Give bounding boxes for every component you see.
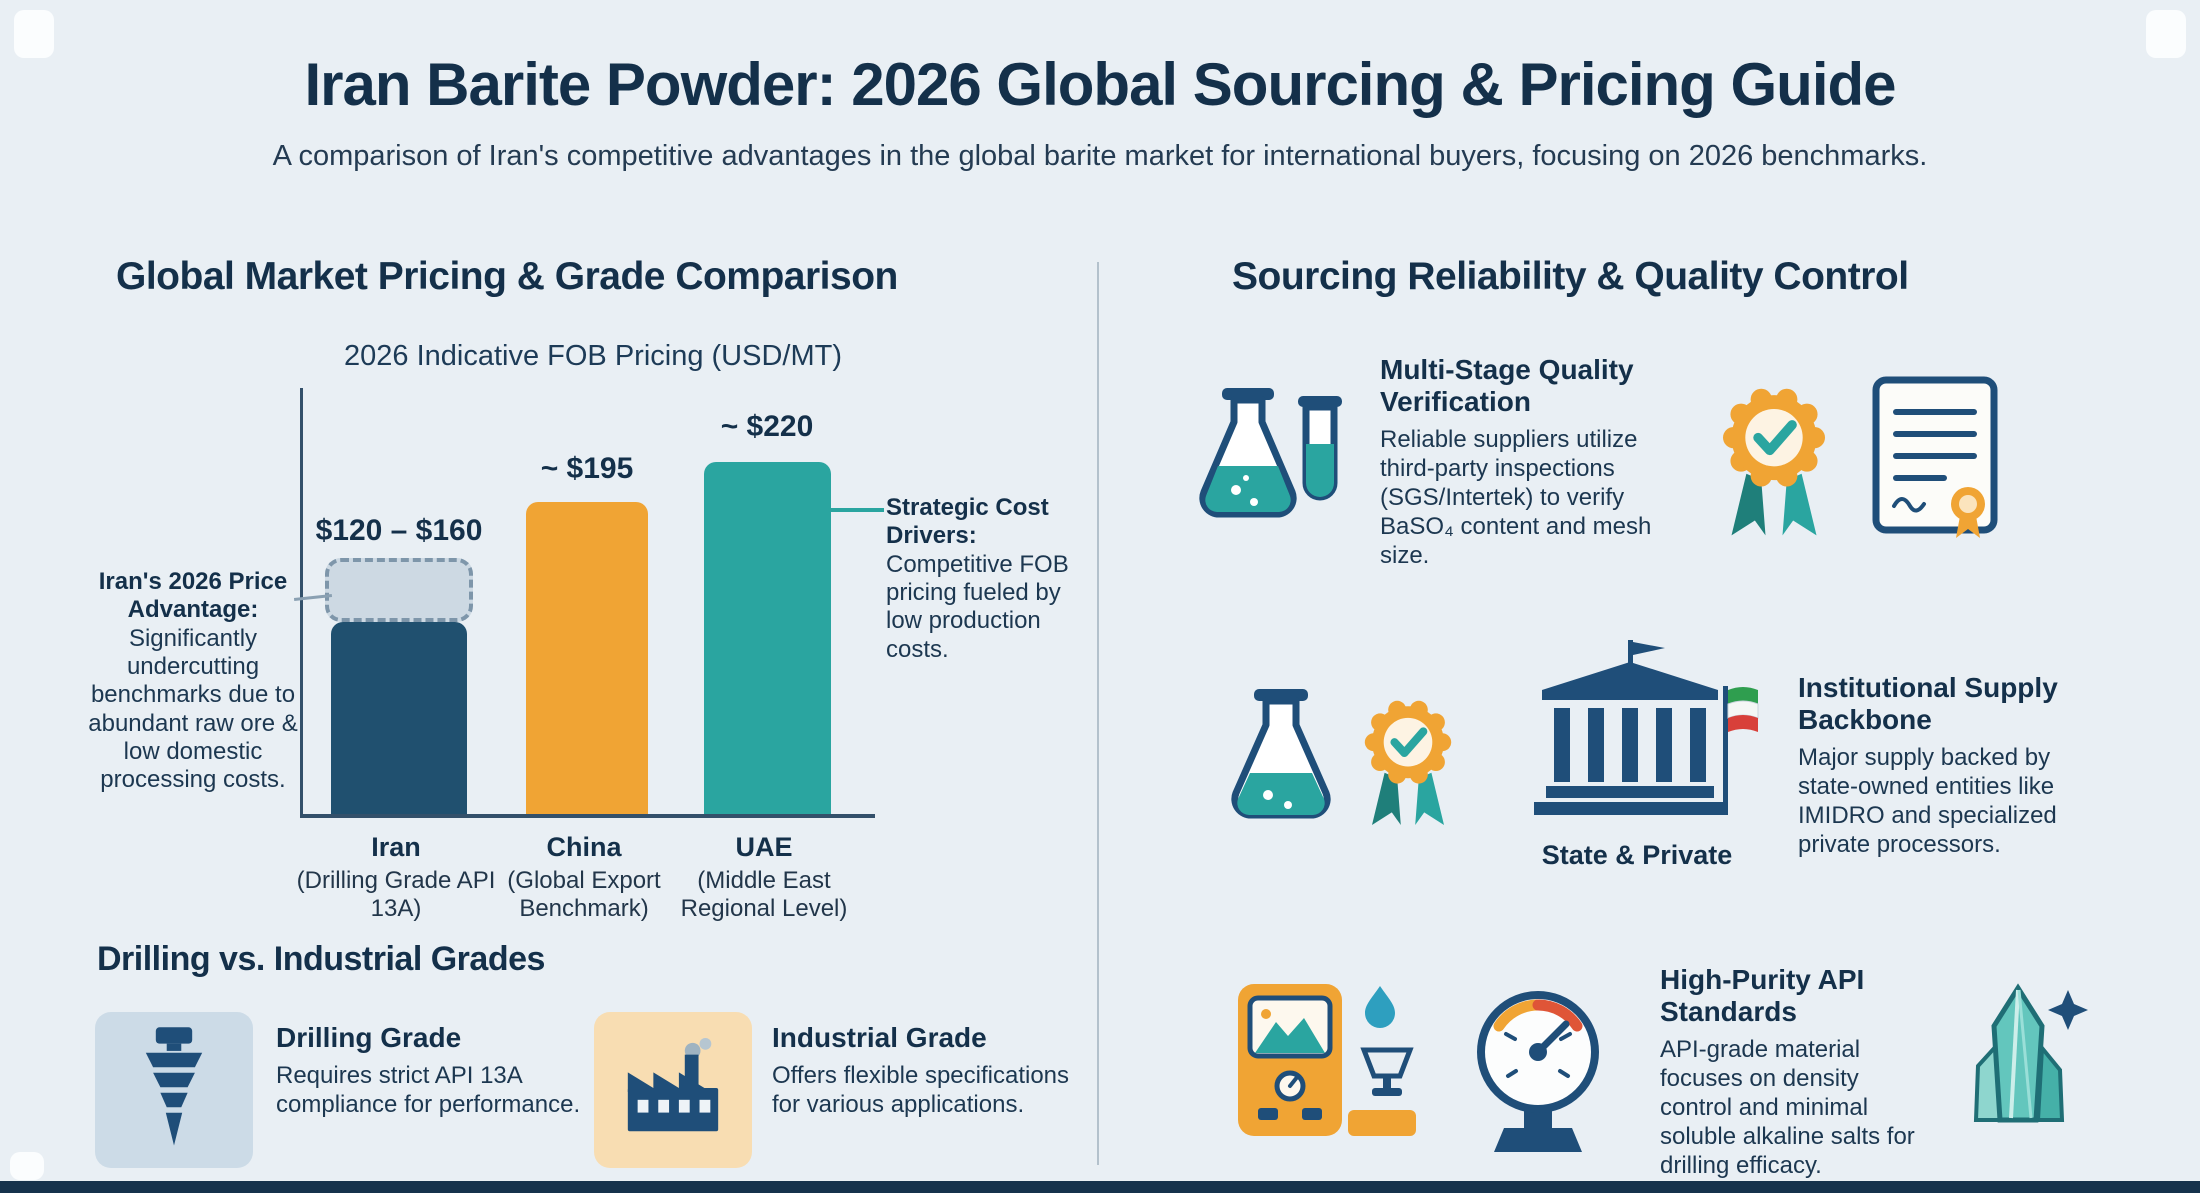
card-title: Drilling Grade [276,1022,462,1053]
bar-iran-range-cap [325,558,473,622]
chart-title: 2026 Indicative FOB Pricing (USD/MT) [344,340,842,372]
category-name: China [546,832,622,862]
category-sublabel: (Global Export Benchmark) [507,867,661,922]
quality-verification-item: Multi-Stage Quality Verification Reliabl… [1380,354,1682,570]
item-body: Reliable suppliers utilize third-party i… [1380,426,1652,569]
category-name: UAE [735,832,793,862]
corner-decoration [14,10,54,58]
category-label-uae: UAE (Middle East Regional Level) [659,832,869,922]
category-label-iran: Iran (Drilling Grade API 13A) [291,832,501,922]
annotation-title: Strategic Cost Drivers: [886,494,1049,550]
page-title: Iran Barite Powder: 2026 Global Sourcing… [304,51,1896,118]
drilling-grade-card: Drilling Grade Requires strict API 13A c… [276,1022,588,1120]
annotation-title: Iran's 2026 Price Advantage: [98,568,288,624]
category-sublabel: (Middle East Regional Level) [680,867,848,922]
bar-iran [331,622,467,814]
section-divider [1097,262,1099,1165]
category-label-china: China (Global Export Benchmark) [479,832,689,922]
annotation-body: Significantly undercutting benchmarks du… [88,624,298,794]
page-subtitle: A comparison of Iran's competitive advan… [272,140,1928,172]
grades-heading: Drilling vs. Industrial Grades [97,940,545,978]
certificate-icon [1868,374,2003,544]
factory-icon [614,1035,732,1145]
pricing-section-heading: Global Market Pricing & Grade Comparison [116,255,898,298]
item-body: Major supply backed by state-owned entit… [1798,744,2057,858]
bar-uae [704,462,831,814]
annotation-body: Competitive FOB pricing fueled by low pr… [886,550,1069,663]
api-standards-item: High-Purity API Standards API-grade mate… [1660,964,1926,1180]
card-body: Offers flexible specifications for vario… [772,1062,1070,1118]
item-title: High-Purity API Standards [1660,964,1865,1028]
drill-bit-icon [124,1021,224,1159]
corner-decoration [2146,10,2186,58]
iran-price-advantage-annotation: Iran's 2026 Price Advantage: Significant… [86,568,300,795]
price-label-uae: ~ $220 [720,410,814,443]
strategic-cost-drivers-annotation: Strategic Cost Drivers: Competitive FOB … [886,494,1088,664]
lab-flasks-icon [1178,370,1353,545]
density-meter-icon [1228,972,1423,1167]
card-body: Requires strict API 13A compliance for p… [276,1062,581,1118]
bank-caption: State & Private [1541,840,1733,870]
industrial-grade-card: Industrial Grade Offers flexible specifi… [772,1022,1102,1120]
bar-china [526,502,648,814]
drilling-grade-icon-box [95,1012,253,1168]
industrial-grade-icon-box [594,1012,752,1168]
institutional-supply-item: Institutional Supply Backbone Major supp… [1798,672,2094,860]
gauge-icon [1468,976,1608,1166]
price-label-china: ~ $195 [540,452,634,485]
category-name: Iran [371,832,421,862]
item-title: Multi-Stage Quality Verification [1380,354,1634,418]
quality-badge-icon [1352,690,1464,834]
bank-with-flag-icon [1520,636,1760,834]
fob-pricing-bar-chart: $120 – $160 ~ $195 ~ $220 [300,388,875,818]
barite-crystal-icon [1948,970,2088,1165]
annotation-connector-line [826,508,884,512]
price-label-iran: $120 – $160 [315,514,483,547]
corner-decoration [10,1152,44,1180]
item-body: API-grade material focuses on density co… [1660,1036,1915,1179]
category-sublabel: (Drilling Grade API 13A) [296,867,496,922]
sourcing-section-heading: Sourcing Reliability & Quality Control [1232,255,1909,298]
item-title: Institutional Supply Backbone [1798,672,2058,736]
lab-flask-icon [1216,680,1346,832]
card-title: Industrial Grade [772,1022,987,1053]
quality-badge-icon [1708,376,1840,546]
footer-bar [0,1181,2200,1193]
